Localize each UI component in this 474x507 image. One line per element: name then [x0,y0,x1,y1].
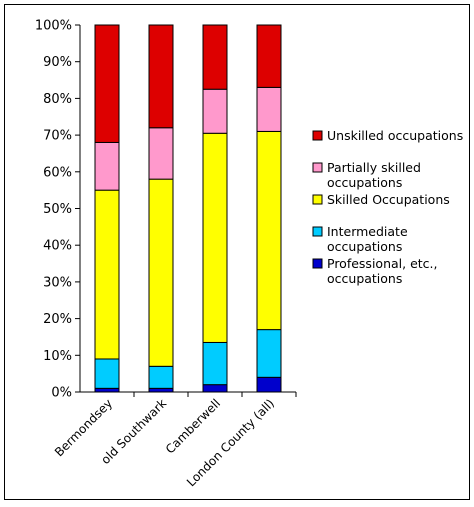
legend-label: Professional, etc., [327,256,437,271]
legend-label: occupations [327,239,402,254]
y-tick-label: 70% [43,129,72,144]
y-tick-label: 10% [43,349,72,364]
legend-swatch [312,162,323,173]
legend-label: Skilled Occupations [327,192,450,207]
bar-segment [148,24,174,129]
legend-swatch [312,130,323,141]
bar-segment [94,387,120,393]
legend-label: occupations [327,175,402,190]
bar-segment [256,24,282,88]
chart-frame [4,4,470,500]
legend-label: occupations [327,271,402,286]
y-tick-label: 90% [43,55,72,70]
plot-area: 0%10%20%30%40%50%60%70%80%90%100%Bermond… [35,19,297,489]
y-tick-label: 80% [43,92,72,107]
legend-label: Unskilled occupations [327,128,463,143]
bar-segment [148,178,174,367]
bar-segment [202,88,228,134]
bar-segment [256,329,282,378]
bar-segment [94,189,120,360]
y-tick-label: 100% [35,19,72,34]
bar-segment [148,365,174,389]
bar-segment [148,387,174,393]
y-tick-label: 0% [51,386,72,401]
legend-swatch [312,226,323,237]
legend-swatch [312,258,323,269]
bar-segment [148,127,174,180]
bar-segment [256,86,282,132]
legend-label: Intermediate [327,224,408,239]
bar-segment [256,130,282,331]
bar-segment [94,141,120,191]
bar-segment [202,341,228,386]
y-tick-label: 30% [43,275,72,290]
bar-segment [202,384,228,393]
bar-segment [256,376,282,393]
x-category-label: Camberwell [163,396,223,456]
bar-segment [202,24,228,90]
y-tick-label: 20% [43,312,72,327]
y-tick-label: 40% [43,239,72,254]
y-tick-label: 50% [43,202,72,217]
bar-segment [94,358,120,389]
legend-label: Partially skilled [327,160,421,175]
legend-swatch [312,194,323,205]
y-tick-label: 60% [43,165,72,180]
bar-segment [202,132,228,343]
bar-segment [94,24,120,143]
